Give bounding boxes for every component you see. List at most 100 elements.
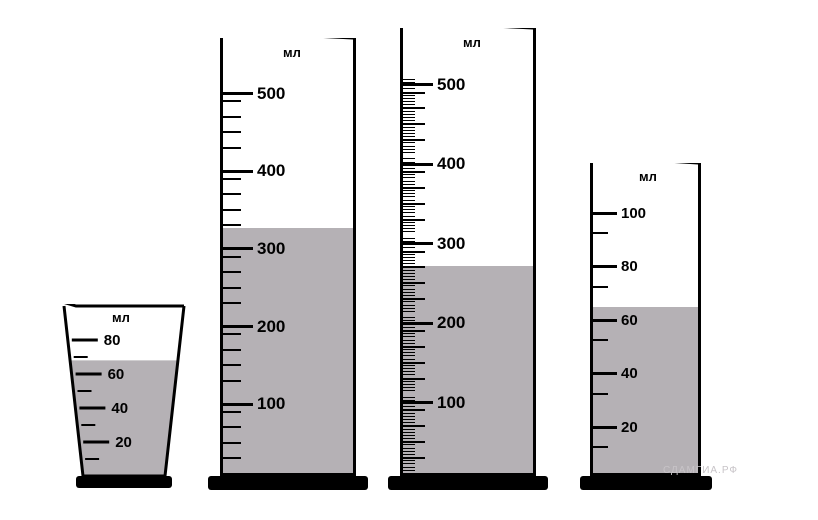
fine-tick	[403, 158, 415, 159]
fine-tick	[403, 289, 415, 290]
fine-tick	[403, 111, 415, 112]
fine-tick	[403, 238, 415, 239]
svg-text:40: 40	[111, 400, 128, 417]
fine-tick	[403, 448, 415, 449]
minor-tick	[593, 286, 608, 288]
cylinder-tube: мл100200300400500	[220, 38, 356, 476]
minor-tick	[223, 302, 241, 304]
watermark: СДАМГИА.РФ	[663, 465, 738, 476]
minor-tick	[223, 426, 241, 428]
minor-tick	[223, 457, 241, 459]
fine-tick	[403, 305, 415, 306]
fine-tick	[403, 387, 415, 388]
minor-tick	[223, 147, 241, 149]
fine-tick	[403, 95, 415, 96]
minor-tick	[223, 349, 241, 351]
fine-tick	[403, 406, 415, 407]
fine-tick	[403, 209, 415, 210]
fine-tick	[403, 181, 415, 182]
fine-tick	[403, 333, 415, 334]
fine-tick	[403, 149, 415, 150]
fine-tick	[403, 136, 415, 137]
fine-tick	[403, 85, 415, 86]
fine-tick	[403, 454, 415, 455]
fine-tick	[403, 212, 415, 213]
fine-tick	[403, 98, 415, 99]
cylinder-base	[208, 476, 368, 490]
minor-tick	[223, 256, 241, 258]
fine-tick	[403, 270, 415, 271]
fine-tick	[403, 470, 415, 471]
major-tick: 40	[593, 365, 638, 382]
fine-tick	[403, 200, 415, 201]
fine-tick	[403, 225, 415, 226]
fine-tick	[403, 413, 415, 414]
beaker-body: 20406080мл	[60, 304, 188, 490]
fine-tick	[403, 130, 415, 131]
minor-tick	[403, 187, 425, 189]
minor-tick	[223, 131, 241, 133]
fine-tick	[403, 435, 415, 436]
minor-tick	[223, 100, 241, 102]
minor-tick	[403, 251, 425, 253]
minor-tick	[403, 346, 425, 348]
fine-tick	[403, 336, 415, 337]
minor-tick	[223, 364, 241, 366]
fine-tick	[403, 276, 415, 277]
fine-tick	[403, 244, 415, 245]
major-tick: 80	[593, 258, 638, 275]
minor-tick	[223, 209, 241, 211]
minor-tick	[223, 116, 241, 118]
fine-tick	[403, 247, 415, 248]
minor-tick	[223, 411, 241, 413]
minor-tick	[403, 425, 425, 427]
fine-tick	[403, 142, 415, 143]
fine-tick	[403, 467, 415, 468]
major-tick: 20	[593, 419, 638, 436]
fine-tick	[403, 340, 415, 341]
fine-tick	[403, 419, 415, 420]
fine-tick	[403, 101, 415, 102]
cylinder-spout	[591, 163, 700, 184]
svg-text:мл: мл	[112, 310, 130, 325]
fine-tick	[403, 403, 415, 404]
minor-tick	[223, 193, 241, 195]
fine-tick	[403, 82, 415, 83]
fine-tick	[403, 254, 415, 255]
fine-tick	[403, 317, 415, 318]
fine-tick	[403, 117, 415, 118]
major-tick: 100	[593, 205, 646, 222]
fine-tick	[403, 127, 415, 128]
cylinder-base	[388, 476, 548, 490]
cylinder-base	[580, 476, 712, 490]
fine-tick	[403, 301, 415, 302]
minor-tick	[403, 92, 425, 94]
fine-tick	[403, 285, 415, 286]
cylinder: мл100200300400500	[220, 38, 368, 490]
fine-tick	[403, 79, 415, 80]
minor-tick	[403, 203, 425, 205]
cylinder-liquid	[593, 307, 698, 473]
fine-tick	[403, 168, 415, 169]
fine-tick	[403, 273, 415, 274]
figure-stage: 20406080мл мл100200300400500мл1002003004…	[0, 0, 818, 520]
cylinder-tube: мл100200300400500	[400, 28, 536, 476]
fine-tick	[403, 228, 415, 229]
svg-text:80: 80	[104, 332, 121, 349]
fine-tick	[403, 146, 415, 147]
fine-tick	[403, 327, 415, 328]
fine-tick	[403, 257, 415, 258]
cylinder: мл100200300400500	[400, 28, 548, 490]
minor-tick	[223, 442, 241, 444]
fine-tick	[403, 400, 415, 401]
cylinder-liquid	[223, 228, 353, 473]
fine-tick	[403, 397, 415, 398]
minor-tick	[593, 393, 608, 395]
minor-tick	[403, 330, 425, 332]
minor-tick	[403, 409, 425, 411]
fine-tick	[403, 359, 415, 360]
fine-tick	[403, 295, 415, 296]
fine-tick	[403, 241, 415, 242]
fine-tick	[403, 432, 415, 433]
fine-tick	[403, 390, 415, 391]
